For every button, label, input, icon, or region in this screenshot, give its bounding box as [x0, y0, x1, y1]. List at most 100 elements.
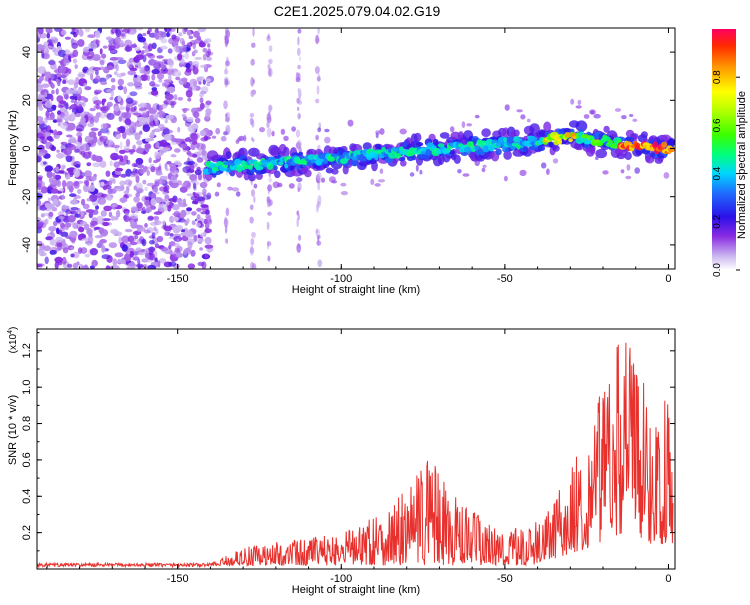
- ridge-fringe: [379, 168, 384, 174]
- ridge-fringe: [526, 118, 531, 123]
- noise-blob: [37, 28, 44, 35]
- noise-blob: [170, 175, 178, 184]
- streak-blob: [249, 216, 254, 224]
- noise-blob: [93, 100, 102, 105]
- ridge-blob: [402, 141, 408, 148]
- noise-blob: [100, 81, 108, 85]
- noise-blob: [112, 204, 118, 208]
- ridge-blob: [595, 148, 608, 159]
- noise-blob: [113, 105, 120, 112]
- ridge-fringe: [583, 114, 590, 119]
- streak-blob: [250, 77, 255, 87]
- noise-blob: [123, 155, 129, 161]
- noise-blob: [153, 128, 162, 133]
- noise-blob: [45, 141, 53, 150]
- noise-blob: [129, 128, 136, 134]
- noise-blob: [37, 176, 43, 181]
- noise-blob: [100, 210, 107, 217]
- noise-blob: [55, 88, 59, 95]
- streak-blob: [297, 64, 302, 70]
- ridge-blob: [495, 148, 502, 156]
- heatmap-x-tick-label: -100: [330, 273, 352, 285]
- colorbar-tick-label: 0.8: [712, 70, 723, 84]
- noise-blob: [174, 148, 181, 153]
- ridge-blob: [482, 145, 490, 153]
- noise-blob: [137, 36, 146, 43]
- ridge-blob: [557, 138, 563, 145]
- noise-blob: [123, 86, 127, 95]
- noise-blob: [127, 82, 135, 87]
- noise-blob: [112, 258, 118, 267]
- ridge-blob: [568, 138, 573, 143]
- noise-blob: [112, 178, 116, 185]
- noise-blob: [187, 124, 197, 133]
- noise-blob: [150, 166, 156, 173]
- streak-blob: [316, 171, 322, 182]
- snr-frame: [36, 328, 676, 570]
- ridge-blob: [255, 172, 263, 180]
- ridge-fringe: [340, 191, 348, 196]
- ridge-blob: [632, 133, 639, 140]
- noise-blob: [191, 211, 197, 216]
- noise-blob: [70, 207, 79, 211]
- noise-blob: [37, 116, 44, 122]
- noise-blob: [126, 44, 130, 52]
- noise-blob: [56, 227, 60, 235]
- streak-blob: [267, 211, 272, 216]
- streak-blob: [251, 231, 256, 238]
- noise-blob: [50, 177, 57, 186]
- snr-y-tick-label: 1.2: [21, 343, 33, 358]
- noise-blob: [149, 81, 156, 87]
- noise-blob: [57, 49, 67, 58]
- noise-blob: [103, 205, 112, 212]
- noise-blob: [41, 83, 50, 88]
- streak-blob: [224, 37, 229, 48]
- noise-blob: [207, 43, 211, 48]
- noise-blob: [127, 70, 136, 76]
- ridge-fringe: [370, 178, 375, 185]
- noise-blob: [56, 180, 62, 188]
- ridge-fringe: [340, 182, 347, 187]
- noise-blob: [40, 186, 48, 194]
- noise-blob: [146, 182, 156, 187]
- noise-blob: [185, 63, 191, 69]
- noise-blob: [76, 141, 81, 149]
- noise-blob: [82, 69, 88, 72]
- noise-blob: [190, 195, 198, 201]
- noise-blob: [129, 214, 139, 220]
- noise-blob: [114, 171, 119, 175]
- noise-blob: [139, 67, 145, 74]
- noise-blob: [81, 53, 89, 61]
- streak-blob: [296, 97, 300, 104]
- streak-blob: [297, 187, 300, 193]
- noise-blob: [120, 33, 126, 37]
- streak-blob: [316, 234, 321, 239]
- noise-blob: [194, 117, 201, 124]
- snr-background: [37, 329, 675, 569]
- noise-blob: [167, 48, 173, 54]
- noise-blob: [86, 162, 92, 167]
- noise-blob: [118, 149, 126, 154]
- ridge-blob: [401, 156, 406, 161]
- noise-blob: [72, 49, 79, 58]
- noise-blob: [90, 127, 99, 132]
- noise-blob: [78, 29, 84, 37]
- noise-blob: [102, 185, 108, 191]
- noise-blob: [87, 243, 92, 247]
- noise-blob: [173, 243, 180, 247]
- noise-blob: [178, 218, 186, 223]
- noise-blob: [151, 232, 156, 239]
- noise-blob: [150, 205, 156, 210]
- ridge-fringe: [602, 170, 609, 175]
- noise-blob: [188, 35, 194, 40]
- noise-blob: [71, 111, 75, 120]
- noise-blob: [168, 73, 172, 81]
- noise-blob: [157, 165, 162, 171]
- streak-blob: [251, 42, 256, 48]
- streak-blob: [224, 238, 227, 243]
- streak-blob: [267, 63, 271, 70]
- ridge-blob: [543, 121, 552, 132]
- noise-blob: [205, 209, 210, 216]
- noise-blob: [126, 61, 133, 69]
- streak-blob: [298, 113, 301, 119]
